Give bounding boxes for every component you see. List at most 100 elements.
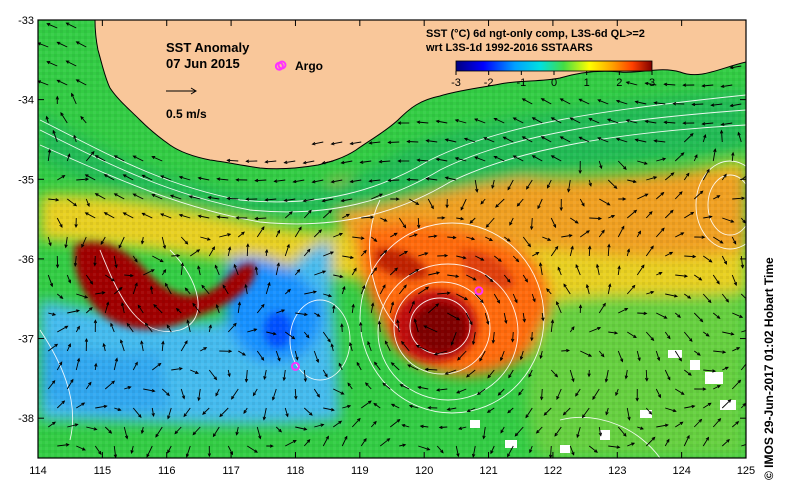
current-arrow (103, 212, 115, 219)
current-arrow (94, 362, 98, 371)
current-arrow (48, 421, 56, 428)
current-arrow (180, 236, 189, 245)
current-arrow (143, 388, 156, 393)
current-arrow (237, 301, 242, 314)
current-arrow (322, 435, 329, 447)
current-arrow (455, 445, 460, 458)
current-arrow (132, 361, 138, 371)
x-tick-label: 120 (415, 465, 433, 477)
current-arrow (254, 266, 259, 276)
current-arrow (284, 211, 293, 219)
current-arrow (625, 119, 638, 124)
current-arrow (244, 369, 249, 383)
current-arrow (361, 215, 375, 219)
current-arrow (529, 217, 534, 231)
current-arrow (465, 369, 476, 378)
current-arrow (93, 255, 97, 267)
current-arrow (226, 196, 239, 201)
current-arrow (197, 176, 210, 181)
current-arrow (304, 290, 318, 295)
current-arrow (340, 160, 353, 165)
current-arrow (427, 406, 438, 410)
current-arrow (399, 443, 407, 447)
y-tick-label: -35 (18, 174, 34, 186)
current-arrow (569, 369, 575, 383)
current-arrow (655, 191, 665, 200)
current-arrow (682, 121, 695, 125)
current-arrow (493, 255, 502, 262)
current-arrow (731, 236, 737, 245)
current-arrow (597, 137, 609, 143)
current-arrow (522, 236, 532, 248)
current-arrow (360, 284, 366, 295)
current-arrow (507, 445, 514, 458)
current-arrow (57, 175, 66, 181)
current-arrow (264, 248, 269, 257)
current-arrow (371, 193, 384, 200)
current-arrow (399, 384, 410, 390)
current-arrow (656, 157, 667, 162)
current-arrow (76, 445, 86, 451)
argo-float-marker (290, 361, 300, 371)
current-arrow (275, 229, 281, 238)
argo-legend: Argo (277, 59, 323, 73)
current-arrow (664, 438, 670, 447)
current-arrow (55, 255, 60, 269)
current-arrow (389, 267, 399, 276)
current-arrow (227, 322, 237, 333)
current-arrow (578, 160, 582, 175)
x-tick-label: 117 (222, 465, 240, 477)
current-arrow (397, 121, 410, 125)
current-arrow (436, 445, 444, 454)
current-arrow (314, 312, 321, 317)
current-arrow (617, 225, 625, 238)
current-arrow (409, 268, 420, 276)
current-arrow (47, 379, 56, 390)
current-arrow (56, 400, 66, 409)
current-arrow (626, 407, 631, 421)
current-arrow (333, 388, 345, 395)
current-arrow (294, 226, 302, 238)
current-arrow (693, 190, 704, 200)
current-arrow (447, 235, 457, 240)
current-arrow (208, 246, 216, 257)
current-arrow (104, 380, 116, 390)
current-arrow (484, 312, 490, 325)
current-arrow (561, 348, 571, 353)
current-arrow (73, 255, 78, 267)
current-arrow (672, 101, 685, 106)
current-arrow (201, 284, 210, 295)
current-arrow (491, 179, 495, 190)
current-arrow (330, 343, 334, 352)
current-arrow (56, 41, 68, 48)
current-arrow (720, 84, 733, 88)
axis-ticks: 114 115 116 117 118 119 120 121 122 123 124 125-33-… (18, 15, 755, 477)
current-arrow (518, 388, 524, 396)
current-arrow (581, 407, 590, 419)
current-arrow (378, 159, 391, 164)
current-arrow (627, 331, 637, 339)
current-arrow (245, 197, 258, 201)
current-arrow (550, 369, 559, 378)
current-arrow (576, 426, 581, 439)
current-arrow (66, 153, 71, 162)
current-arrow (370, 302, 375, 314)
current-arrow (104, 426, 113, 434)
current-arrow (122, 212, 134, 219)
current-arrow (160, 213, 172, 219)
current-arrow (237, 231, 245, 238)
current-arrow (387, 178, 400, 183)
current-arrow (192, 426, 201, 436)
current-arrow (351, 267, 357, 276)
current-arrow (408, 404, 419, 409)
current-arrow (561, 234, 573, 238)
current-arrow (512, 155, 524, 162)
current-arrow (352, 236, 365, 240)
colorbar-tick-label: -2 (484, 77, 494, 89)
current-arrow (55, 95, 60, 105)
current-arrow (509, 217, 514, 226)
current-arrow (587, 369, 591, 378)
current-arrow (418, 252, 429, 257)
current-arrow (219, 349, 233, 354)
current-arrow (424, 367, 438, 372)
